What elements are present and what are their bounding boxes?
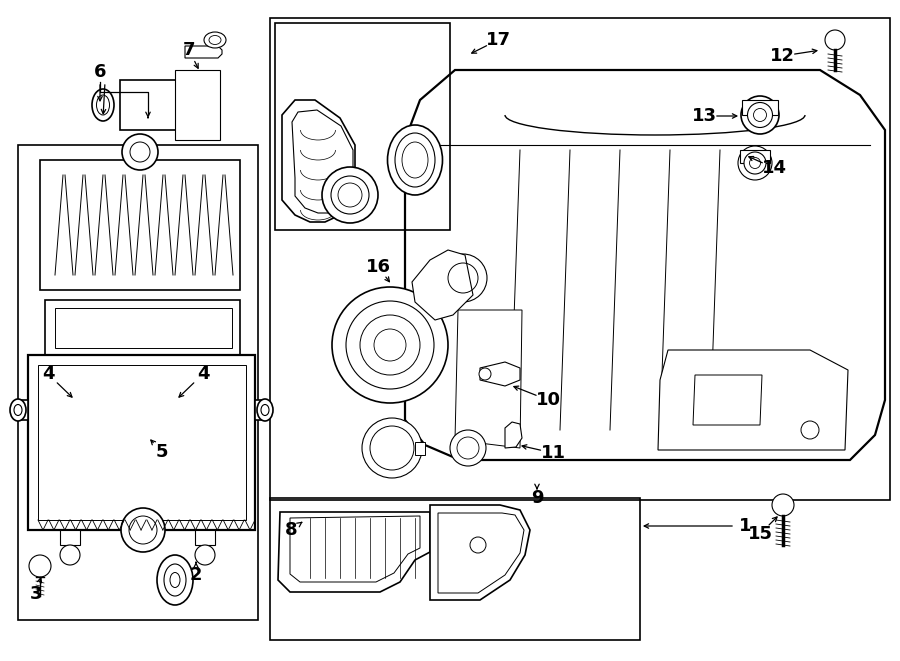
Text: 12: 12 <box>770 47 795 65</box>
Polygon shape <box>742 100 778 115</box>
Ellipse shape <box>164 564 186 596</box>
Circle shape <box>362 418 422 478</box>
Circle shape <box>60 545 80 565</box>
Circle shape <box>121 508 165 552</box>
Circle shape <box>479 368 491 380</box>
Ellipse shape <box>748 102 772 128</box>
Circle shape <box>122 134 158 170</box>
Polygon shape <box>185 46 222 58</box>
Text: 16: 16 <box>365 258 391 276</box>
Text: 11: 11 <box>541 444 565 462</box>
Ellipse shape <box>744 152 766 174</box>
Ellipse shape <box>92 89 114 121</box>
Polygon shape <box>255 400 265 420</box>
Text: 7: 7 <box>183 41 195 59</box>
Ellipse shape <box>738 146 772 180</box>
Circle shape <box>195 545 215 565</box>
Text: 4: 4 <box>41 365 54 383</box>
Text: 3: 3 <box>30 585 42 603</box>
Text: 17: 17 <box>485 31 510 49</box>
Circle shape <box>450 430 486 466</box>
Text: 8: 8 <box>284 521 297 539</box>
Polygon shape <box>405 70 885 460</box>
Circle shape <box>29 555 51 577</box>
Circle shape <box>772 494 794 516</box>
Text: 4: 4 <box>197 365 209 383</box>
Polygon shape <box>412 250 473 320</box>
Polygon shape <box>658 350 848 450</box>
Text: 6: 6 <box>94 63 106 81</box>
Circle shape <box>439 254 487 302</box>
Polygon shape <box>18 400 28 420</box>
Polygon shape <box>740 150 770 163</box>
Text: 14: 14 <box>761 159 787 177</box>
Polygon shape <box>28 355 255 530</box>
Circle shape <box>322 167 378 223</box>
Polygon shape <box>120 80 200 130</box>
Polygon shape <box>175 70 220 140</box>
Polygon shape <box>282 100 355 222</box>
Circle shape <box>825 30 845 50</box>
Polygon shape <box>45 300 240 355</box>
Ellipse shape <box>741 96 779 134</box>
Polygon shape <box>480 362 520 386</box>
Text: 15: 15 <box>748 525 772 543</box>
Ellipse shape <box>204 32 226 48</box>
Polygon shape <box>278 512 430 592</box>
Text: 13: 13 <box>691 107 716 125</box>
Circle shape <box>332 287 448 403</box>
Circle shape <box>470 537 486 553</box>
Polygon shape <box>60 530 80 545</box>
Ellipse shape <box>157 555 193 605</box>
Polygon shape <box>430 505 530 600</box>
Ellipse shape <box>257 399 273 421</box>
Polygon shape <box>40 160 240 290</box>
Text: 10: 10 <box>536 391 561 409</box>
Text: 1: 1 <box>739 517 752 535</box>
Polygon shape <box>455 310 522 448</box>
Ellipse shape <box>10 399 26 421</box>
Polygon shape <box>505 422 522 448</box>
Polygon shape <box>415 442 425 455</box>
Polygon shape <box>195 530 215 545</box>
Text: 5: 5 <box>156 443 168 461</box>
Text: 9: 9 <box>531 489 544 507</box>
Text: 2: 2 <box>190 566 203 584</box>
Ellipse shape <box>388 125 443 195</box>
